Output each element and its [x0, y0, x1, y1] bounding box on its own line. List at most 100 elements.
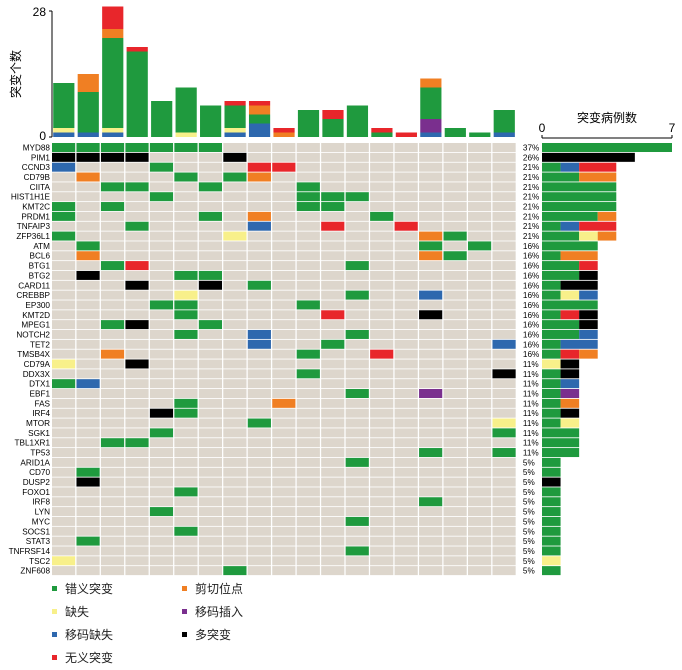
cell-TBL1XR1-1 [52, 438, 76, 448]
top-bar-sample-10-red [273, 128, 295, 133]
right-bar-PRDM1-seg-2 [597, 211, 617, 221]
cell-KMT2C-10 [272, 202, 296, 212]
right-bar-TNFAIP3-seg-2 [560, 221, 580, 231]
cell-FAS-8 [223, 398, 247, 408]
cell-DUSP2-5 [149, 477, 174, 487]
cell-BTG1-19 [492, 261, 516, 271]
cell-TBL1XR1-18 [467, 438, 492, 448]
cell-FAS-4 [125, 398, 149, 408]
top-bar-sample-4-green [126, 51, 148, 137]
cell-CD79A-11 [296, 359, 320, 369]
cell-NOTCH2-7 [198, 329, 223, 339]
cell-EBF1-8 [223, 389, 247, 398]
cell-IRF4-10 [272, 408, 296, 418]
cell-DDX3X-19 [492, 369, 516, 379]
cell-PRDM1-1 [52, 211, 76, 221]
cell-TNFAIP3-11 [296, 221, 320, 231]
cell-MPEG1-11 [296, 320, 320, 330]
cell-CARD11-1 [52, 280, 76, 290]
right-bar-CREBBP-seg-2 [560, 290, 580, 300]
cell-TSC2-8 [223, 556, 247, 566]
cell-TP53-12 [321, 448, 345, 458]
legend-label-splice-site: 剪切位点 [195, 581, 244, 596]
top-bar-sample-8-green [224, 105, 246, 128]
legend-item-deletion: 缺失 [52, 603, 89, 619]
cell-DTX1-3 [100, 379, 125, 389]
cell-EP300-12 [321, 300, 345, 310]
cell-TMSB4X-17 [443, 349, 467, 359]
cell-CIITA-2 [76, 182, 100, 192]
cell-LYN-16 [419, 507, 443, 517]
cell-IRF8-8 [223, 497, 247, 507]
cell-IRF8-19 [492, 497, 516, 507]
cell-TET2-6 [174, 339, 198, 349]
cell-PRDM1-11 [296, 211, 320, 221]
pct-label-PIM1: 26% [523, 153, 539, 162]
cell-HIST1H1E-3 [100, 192, 125, 202]
cell-IRF4-2 [76, 408, 100, 418]
cell-MPEG1-19 [492, 320, 516, 330]
right-bar-TMSB4X-seg-1 [542, 349, 561, 359]
cell-ARID1A-16 [419, 457, 443, 467]
right-bar-ZFP36L1-seg-1 [542, 231, 580, 241]
cell-CD79A-4 [125, 359, 149, 369]
right-bar-MYD88-seg-1 [542, 143, 672, 152]
pct-label-TBL1XR1: 11% [523, 439, 539, 448]
cell-HIST1H1E-17 [443, 192, 467, 202]
cell-FAS-6 [174, 398, 198, 408]
right-bar-MYC-seg-1 [542, 516, 561, 526]
cell-BTG2-9 [247, 270, 271, 280]
cell-FAS-1 [52, 398, 76, 408]
cell-IRF8-1 [52, 497, 76, 507]
pct-label-KMT2D: 16% [523, 311, 539, 320]
cell-MYC-3 [100, 516, 125, 526]
cell-FOXO1-2 [76, 487, 100, 497]
cell-EP300-7 [198, 300, 223, 310]
right-bar-ZNF608-seg-1 [542, 566, 561, 576]
cell-TMSB4X-5 [149, 349, 174, 359]
top-bar-sample-16-green [420, 87, 442, 119]
cell-BTG1-3 [100, 261, 125, 271]
cell-CD79B-8 [223, 172, 247, 182]
cell-KMT2C-8 [223, 202, 247, 212]
cell-FOXO1-13 [345, 487, 369, 497]
cell-CIITA-15 [394, 182, 418, 192]
top-bar-sample-3-green [102, 38, 124, 128]
cell-EBF1-3 [100, 389, 125, 398]
cell-KMT2C-6 [174, 202, 198, 212]
legend: 错义突变 剪切位点 缺失 移码插入 移码缺失 多突变 无义突变 [52, 580, 352, 668]
legend-item-missense: 错义突变 [52, 580, 113, 596]
cell-MTOR-12 [321, 418, 345, 428]
cell-BCL6-18 [467, 251, 492, 261]
cell-STAT3-9 [247, 536, 271, 546]
cell-HIST1H1E-16 [419, 192, 443, 202]
cell-CD79A-16 [419, 359, 443, 369]
cell-TSC2-14 [370, 556, 394, 566]
cell-SOCS1-6 [174, 526, 198, 536]
top-bar-sample-11-green [297, 110, 320, 137]
cell-MPEG1-5 [149, 320, 174, 330]
cell-BTG1-6 [174, 261, 198, 271]
cell-EBF1-13 [345, 389, 369, 398]
cell-LYN-8 [223, 507, 247, 517]
cell-EP300-11 [296, 300, 320, 310]
cell-MTOR-11 [296, 418, 320, 428]
cell-ZNF608-10 [272, 566, 296, 576]
top-bar-sample-12-green [322, 119, 344, 137]
cell-DUSP2-12 [321, 477, 345, 487]
cell-MYC-8 [223, 516, 247, 526]
cell-FAS-10 [272, 398, 296, 408]
cell-DUSP2-8 [223, 477, 247, 487]
gene-label-CCND3: CCND3 [22, 163, 51, 172]
cell-SOCS1-2 [76, 526, 100, 536]
cell-STAT3-10 [272, 536, 296, 546]
right-bar-CARD11-seg-2 [560, 280, 598, 290]
cell-TSC2-4 [125, 556, 149, 566]
cell-ZFP36L1-19 [492, 231, 516, 241]
cell-BTG2-2 [76, 270, 100, 280]
cell-DUSP2-2 [76, 477, 100, 487]
cell-NOTCH2-17 [443, 329, 467, 339]
top-bar-sample-8-red [224, 101, 246, 106]
cell-MPEG1-13 [345, 320, 369, 330]
cell-TBL1XR1-10 [272, 438, 296, 448]
